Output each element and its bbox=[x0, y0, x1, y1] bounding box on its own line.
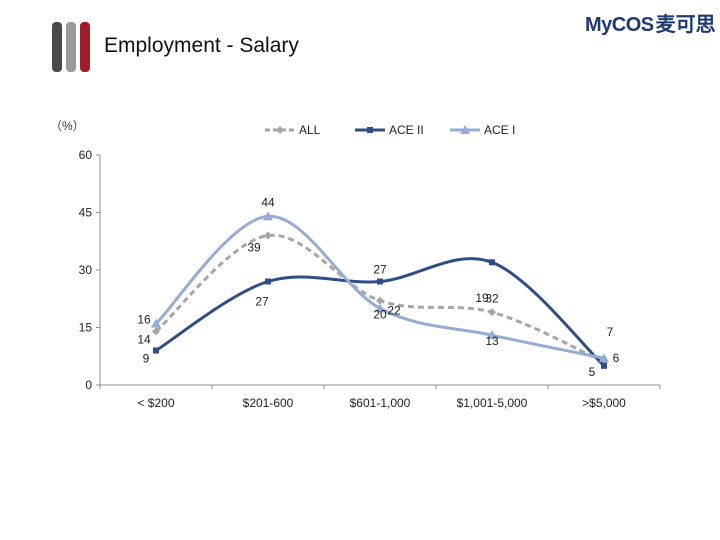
x-tick-label: $1,001-5,000 bbox=[457, 396, 528, 410]
series-ace2-point bbox=[265, 279, 271, 285]
series-ace2-legend-label: ACE II bbox=[389, 123, 424, 137]
series-ace1-data-label: 7 bbox=[607, 325, 614, 339]
series-all-data-label: 39 bbox=[247, 241, 261, 255]
series-ace1-data-label: 44 bbox=[261, 195, 275, 209]
y-tick-label: 15 bbox=[79, 321, 93, 335]
series-ace2-data-label: 27 bbox=[255, 295, 269, 309]
series-ace2-point bbox=[153, 348, 159, 354]
x-tick-label: < $200 bbox=[137, 396, 174, 410]
series-ace2-point bbox=[377, 279, 383, 285]
series-ace2-data-label: 27 bbox=[373, 263, 387, 277]
series-ace1-line bbox=[156, 216, 604, 358]
series-ace2-point bbox=[601, 363, 607, 369]
series-ace2-point bbox=[489, 259, 495, 265]
series-all-point bbox=[264, 232, 272, 240]
series-ace2-legend-marker bbox=[367, 127, 373, 133]
y-tick-label: 0 bbox=[85, 378, 92, 392]
y-tick-label: 45 bbox=[79, 206, 93, 220]
series-ace2-data-label: 32 bbox=[485, 291, 499, 305]
series-all-data-label: 22 bbox=[387, 304, 401, 318]
series-all-legend-marker bbox=[276, 126, 284, 134]
series-all-data-label: 14 bbox=[137, 332, 151, 346]
y-tick-label: 30 bbox=[79, 263, 93, 277]
y-tick-label: 60 bbox=[79, 148, 93, 162]
series-ace1-data-label: 13 bbox=[485, 334, 499, 348]
series-all-legend-label: ALL bbox=[299, 123, 321, 137]
series-ace2-data-label: 5 bbox=[589, 365, 596, 379]
series-ace1-data-label: 16 bbox=[137, 313, 151, 327]
x-tick-label: $601-1,000 bbox=[350, 396, 411, 410]
series-ace1-legend-label: ACE I bbox=[484, 123, 515, 137]
x-tick-label: $201-600 bbox=[243, 396, 294, 410]
series-ace1-data-label: 20 bbox=[373, 307, 387, 321]
x-tick-label: >$5,000 bbox=[582, 396, 626, 410]
series-all-point bbox=[488, 308, 496, 316]
series-ace2-data-label: 9 bbox=[143, 352, 150, 366]
series-all-data-label: 6 bbox=[613, 351, 620, 365]
